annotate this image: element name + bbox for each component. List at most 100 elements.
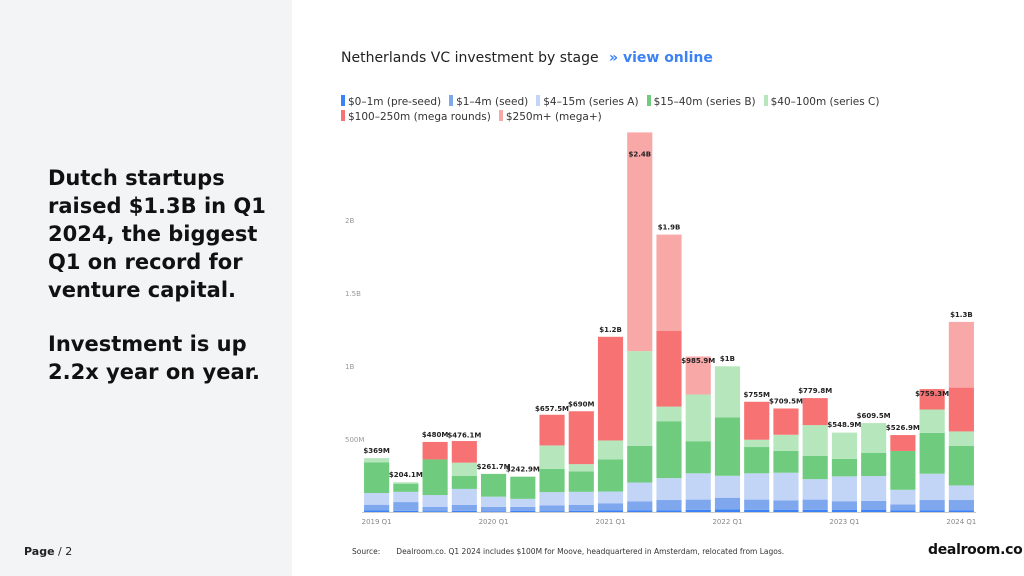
bar-segment [773,509,799,512]
bar-segment [773,434,799,451]
bar-segment [890,489,916,505]
bar-segment [364,510,390,512]
bar-segment [451,510,477,512]
legend-item-3[interactable]: $15–40m (series B) [646,95,756,110]
bar-segment [451,475,477,489]
bar-segment [568,504,594,511]
bar-segment [393,483,419,492]
page-separator: / [54,545,66,558]
bar-segment [451,504,477,511]
view-online-link[interactable]: » view online [609,50,713,66]
bar-segment [948,321,974,388]
legend-swatch-icon [498,110,503,121]
bar-segment [685,473,711,500]
bar-total-label: $369M [363,447,389,455]
bar-segment [422,511,448,512]
bar-segment [685,509,711,512]
legend-item-6[interactable]: $250m+ (mega+) [498,110,602,125]
x-tick-label: 2021 Q1 [596,518,626,526]
bar-segment [919,409,945,433]
bar-segment [831,458,858,477]
bar-segment [364,493,390,505]
source-label: Source: [352,547,381,556]
bar-segment [568,464,594,472]
bar-segment [510,498,536,507]
bar-total-label: $609.5M [857,412,891,420]
page-label: Page [24,545,55,558]
bar-segment [919,432,945,474]
bar-segment [685,356,711,395]
legend-item-4[interactable]: $40–100m (series C) [763,95,880,110]
bar-segment [744,509,770,512]
bar-total-label: $1.3B [950,311,973,319]
legend-item-2[interactable]: $4–15m (series A) [536,95,639,110]
bar-segment [802,425,828,456]
page-indicator: Page / 2 [24,545,72,558]
bar-segment [480,506,507,512]
bar-total-label: $709.5M [769,397,803,405]
headline-main: Dutch startups raised $1.3B in Q1 2024, … [48,166,266,302]
bar-total-label: $2.4B [628,151,651,159]
bar-segment [919,500,945,511]
bar-segment [890,450,916,490]
legend-label: $15–40m (series B) [653,96,756,108]
bar-total-label: $242.9M [506,466,540,474]
y-tick-label: 1B [345,363,354,371]
bar-segment [919,389,945,410]
bar-segment [861,423,887,453]
bar-segment [861,500,887,510]
bar-segment [656,234,682,331]
source-note: Source: Dealroom.co. Q1 2024 includes $10… [352,547,784,556]
legend-item-0[interactable]: $0–1m (pre-seed) [341,95,441,110]
bar-segment [451,488,477,505]
bar-segment [773,408,799,435]
x-tick-label: 2019 Q1 [362,518,392,526]
bar-segment [948,500,974,511]
legend-label: $40–100m (series C) [770,96,880,108]
bar-segment [393,510,419,512]
bar-segment [627,446,653,483]
bar-segment [364,462,390,494]
bar-total-label: $476.1M [447,431,481,439]
bar-segment [831,501,858,510]
x-tick-label: 2022 Q1 [712,518,742,526]
legend-swatch-icon [341,110,345,121]
bar-segment [890,510,916,512]
bar-total-label: $526.9M [886,424,920,432]
legend-item-1[interactable]: $1–4m (seed) [449,95,528,110]
bar-segment [656,330,682,407]
bar-total-label: $690M [568,400,594,408]
bar-segment [393,502,419,511]
bar-segment [539,511,565,512]
legend-swatch-icon [763,95,768,106]
bar-total-label: $755M [743,391,769,399]
bar-total-label: $779.8M [798,387,832,395]
bar-segment [451,441,477,463]
bar-segment [919,510,945,512]
bar-segment [364,458,390,463]
bar-segment [948,485,974,501]
page-number: 2 [65,545,73,558]
bar-total-label: $204.1M [389,471,423,479]
bar-segment [451,462,477,476]
legend-swatch-icon [341,95,345,106]
bar-segment [422,495,448,507]
bar-segment [422,441,448,460]
chart-title: Netherlands VC investment by stage [341,50,599,66]
bar-segment [802,398,828,426]
bar-segment [948,431,974,447]
bar-segment [802,499,828,510]
legend-swatch-icon [449,95,454,106]
headline: Dutch startups raised $1.3B in Q1 2024, … [48,164,278,412]
legend-item-5[interactable]: $100–250m (mega rounds) [341,110,491,125]
legend-label: $250m+ (mega+) [505,111,602,123]
bar-segment [393,482,419,484]
bar-segment [685,499,711,510]
bar-segment [568,510,594,512]
bar-segment [831,432,858,459]
bar-segment [919,473,945,501]
y-tick-label: 2B [345,217,354,225]
bar-segment [510,476,536,499]
bar-segment [773,472,799,501]
legend-label: $4–15m (series A) [543,96,639,108]
